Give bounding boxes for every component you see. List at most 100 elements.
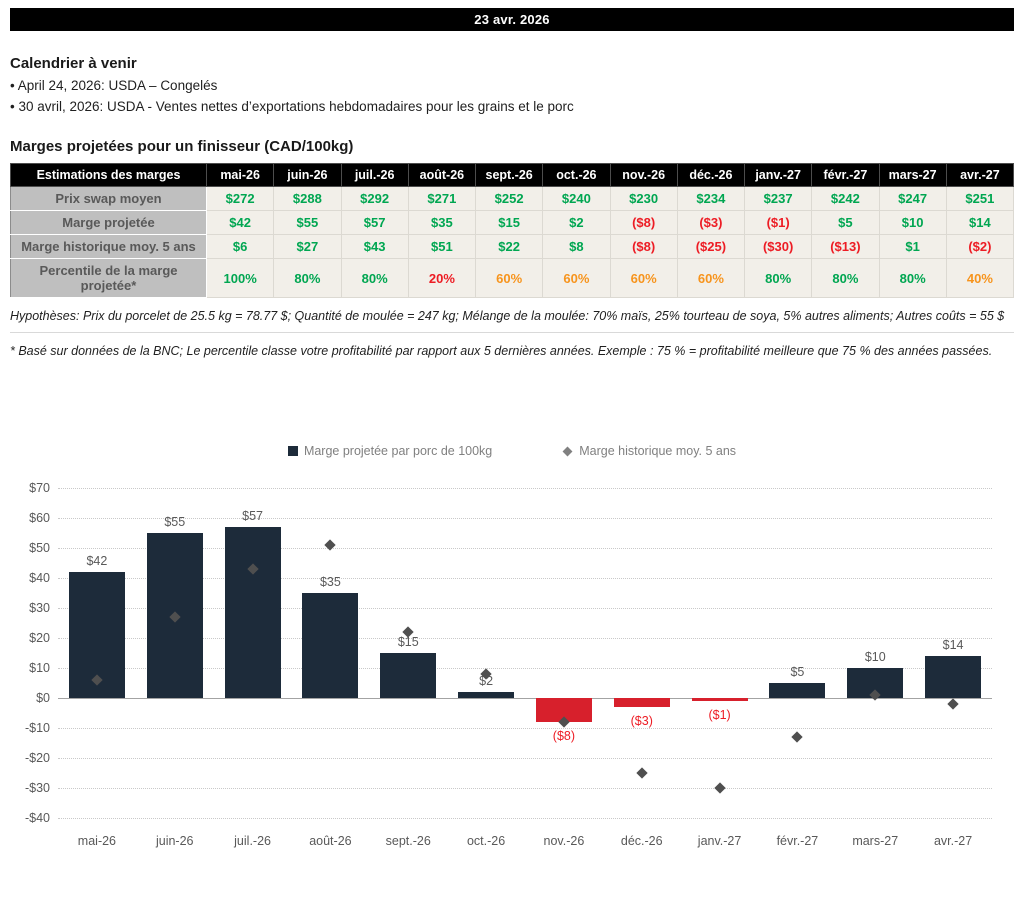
table-cell: ($2) xyxy=(945,234,1015,259)
row-label: Percentile de la marge projetée* xyxy=(10,258,207,298)
table-cell: $42 xyxy=(205,210,275,235)
bar-value-label: $15 xyxy=(397,635,419,649)
gridline xyxy=(58,758,992,759)
diamond-marker xyxy=(713,782,726,794)
y-tick-label: -$20 xyxy=(24,751,50,765)
bar xyxy=(224,527,281,698)
table-row: Percentile de la marge projetée* 100% 80% 8… xyxy=(10,258,1015,298)
margins-table: Estimations des marges mai-26 juin-26 juil.… xyxy=(10,163,1015,298)
bar-value-label: ($8) xyxy=(552,729,576,743)
gridline xyxy=(58,548,992,549)
chart-legend: Marge projetée par porc de 100kg Marge h… xyxy=(10,444,1014,458)
table-cell: $10 xyxy=(878,210,947,235)
column-header: août-26 xyxy=(407,163,477,187)
x-tick-label: oct.-26 xyxy=(466,834,506,848)
x-tick-label: août-26 xyxy=(309,834,352,848)
gridline xyxy=(58,698,992,699)
y-tick-label: $20 xyxy=(29,631,50,645)
bar xyxy=(380,653,437,698)
x-tick-label: mai-26 xyxy=(77,834,117,848)
row-label: Marge historique moy. 5 ans xyxy=(10,234,207,259)
y-tick-label: -$30 xyxy=(24,781,50,795)
table-cell: ($1) xyxy=(743,210,813,235)
table-cell: $271 xyxy=(407,186,477,211)
table-cell: $237 xyxy=(743,186,813,211)
legend-item-markers: Marge historique moy. 5 ans xyxy=(562,444,737,458)
calendar-item: • April 24, 2026: USDA – Congelés xyxy=(10,78,218,93)
report-date: 23 avr. 2026 xyxy=(474,12,550,27)
table-cell: $252 xyxy=(474,186,544,211)
table-cell: $240 xyxy=(542,186,611,211)
column-header: avr.-27 xyxy=(945,163,1015,187)
table-cell: 60% xyxy=(474,258,544,298)
column-header: juil.-26 xyxy=(340,163,409,187)
gridline xyxy=(58,818,992,819)
legend-label-bars: Marge projetée par porc de 100kg xyxy=(303,444,493,458)
table-cell: $14 xyxy=(945,210,1015,235)
row-label: Prix swap moyen xyxy=(10,186,207,211)
table-cell: 80% xyxy=(340,258,409,298)
table-cell: 80% xyxy=(878,258,947,298)
legend-label-markers: Marge historique moy. 5 ans xyxy=(579,444,737,458)
table-cell: 80% xyxy=(743,258,813,298)
row-label: Marge projetée xyxy=(10,210,207,235)
column-header: déc.-26 xyxy=(676,163,746,187)
chart-plot: $42 $55 $57 $35 $15 $2 ($8) ($3) ($1) $5 $10 $14 xyxy=(58,488,992,819)
percentile-note: * Basé sur données de la BNC; Le percent… xyxy=(10,344,993,358)
diamond-marker xyxy=(636,767,648,779)
table-cell: ($3) xyxy=(676,210,746,235)
gridline xyxy=(58,518,992,519)
table-cell: $57 xyxy=(340,210,409,235)
table-cell: $55 xyxy=(273,210,342,235)
bar xyxy=(691,698,748,701)
column-header: Estimations des marges xyxy=(10,163,207,187)
table-cell: $5 xyxy=(811,210,880,235)
column-header: mai-26 xyxy=(205,163,275,187)
chart-y-axis: $70 $60 $50 $40 $30 $20 $10 $0 -$10 -$20 -$30 -$40 xyxy=(10,481,58,825)
y-tick-label: -$40 xyxy=(24,811,50,825)
x-tick-label: avr.-27 xyxy=(933,834,973,848)
bar xyxy=(302,593,359,698)
bar-value-label: $10 xyxy=(864,650,886,664)
assumptions-note: Hypothèses: Prix du porcelet de 25.5 kg … xyxy=(10,309,1005,323)
y-tick-label: $10 xyxy=(29,661,50,675)
gridline xyxy=(58,578,992,579)
x-tick-label: juin-26 xyxy=(155,834,194,848)
table-row: Marge projetée $42 $55 $57 $35 $15 $2 ($8) ($3)(… xyxy=(10,210,1015,235)
bar-value-label: $55 xyxy=(164,515,186,529)
table-body: Prix swap moyen $272 $288 $292 $271 $252 $240 $… xyxy=(10,186,1015,298)
diamond-series-icon xyxy=(562,446,573,456)
table-cell: 100% xyxy=(205,258,275,298)
x-tick-label: juil.-26 xyxy=(234,834,271,848)
x-tick-label: nov.-26 xyxy=(543,834,585,848)
table-cell: ($13) xyxy=(811,234,880,259)
bar-value-label: ($1) xyxy=(708,708,731,722)
bar xyxy=(458,692,515,698)
table-cell: 60% xyxy=(676,258,746,298)
y-tick-label: $0 xyxy=(36,691,50,705)
table-row: Marge historique moy. 5 ans $6 $27 $43 $51 $2… xyxy=(10,234,1015,259)
table-cell: $35 xyxy=(407,210,477,235)
table-cell: $6 xyxy=(205,234,275,259)
gridline xyxy=(58,608,992,609)
gridline xyxy=(58,788,992,789)
margin-chart: Marge projetée par porc de 100kg Marge h… xyxy=(10,444,1014,852)
table-cell: $292 xyxy=(340,186,409,211)
y-tick-label: -$10 xyxy=(24,721,50,735)
table-cell: $242 xyxy=(811,186,880,211)
table-cell: $1 xyxy=(878,234,947,259)
table-cell: $230 xyxy=(609,186,678,211)
table-cell: ($8) xyxy=(609,210,678,235)
column-header: mars-27 xyxy=(878,163,947,187)
table-cell: $234 xyxy=(676,186,746,211)
divider xyxy=(10,332,1014,333)
y-tick-label: $70 xyxy=(29,481,50,495)
y-tick-label: $60 xyxy=(29,511,50,525)
table-header-row: Estimations des marges mai-26 juin-26 juil.… xyxy=(10,163,1015,187)
bar-value-label: $57 xyxy=(242,509,263,523)
y-tick-label: $40 xyxy=(29,571,50,585)
table-cell: 60% xyxy=(542,258,611,298)
table-cell: $251 xyxy=(945,186,1015,211)
x-tick-label: sept.-26 xyxy=(385,834,431,848)
table-cell: $2 xyxy=(542,210,611,235)
